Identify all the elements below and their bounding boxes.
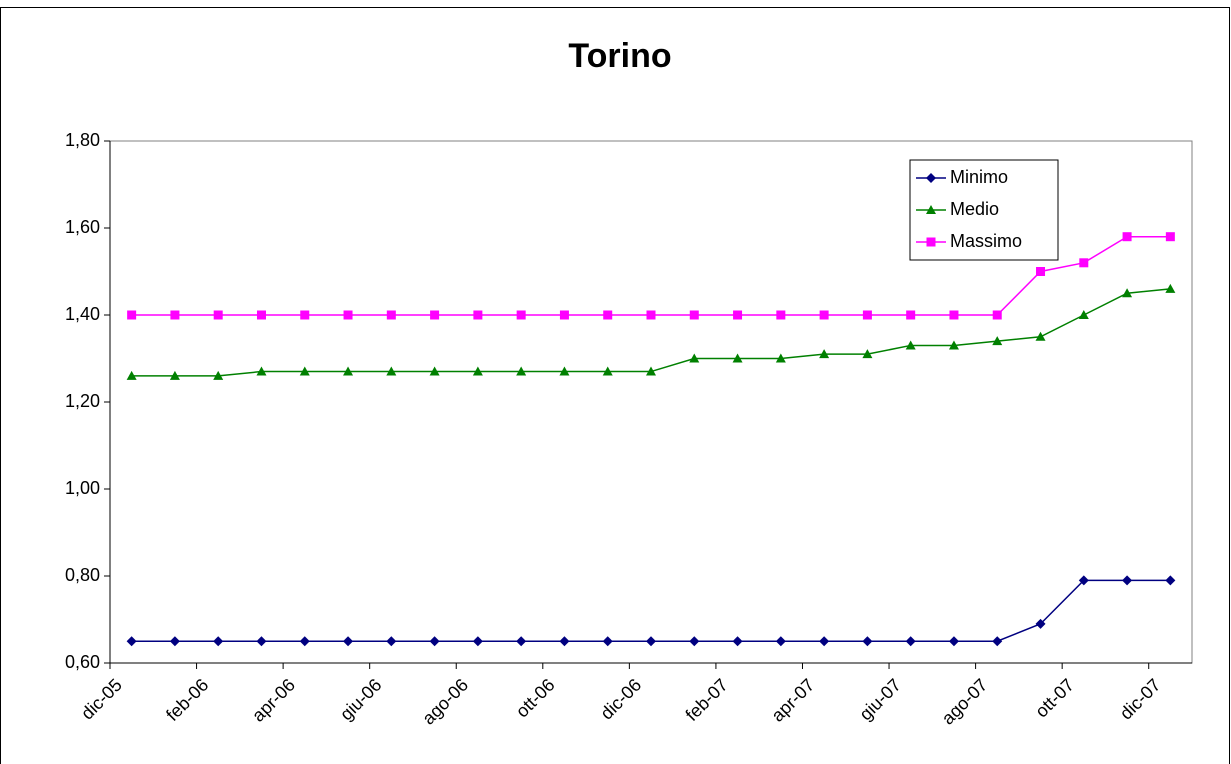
data-point [646, 366, 656, 376]
data-point [169, 370, 180, 380]
data-point [948, 340, 959, 350]
data-point [689, 636, 700, 647]
y-tick-label: 1,20 [65, 391, 100, 411]
data-point [992, 636, 1003, 647]
data-point [1165, 283, 1176, 293]
data-point [646, 310, 656, 320]
data-point [213, 310, 223, 320]
y-tick-label: 1,00 [65, 478, 100, 498]
data-point [819, 349, 830, 359]
data-point [516, 636, 527, 647]
data-point [602, 366, 613, 376]
data-point [300, 310, 310, 320]
data-point [1122, 575, 1133, 586]
data-point [170, 310, 180, 320]
data-point [256, 310, 266, 320]
data-point [1165, 575, 1176, 586]
legend-label: Minimo [950, 167, 1008, 187]
data-point [948, 636, 959, 647]
data-point [775, 636, 786, 647]
data-point [472, 366, 483, 376]
data-point [126, 370, 137, 380]
y-tick-label: 1,80 [65, 130, 100, 150]
data-point [1165, 232, 1175, 242]
data-point [906, 310, 916, 320]
data-point [776, 310, 786, 320]
data-point [732, 353, 743, 363]
data-point [256, 366, 267, 376]
data-point [343, 366, 354, 376]
data-point [732, 636, 743, 647]
data-point [733, 310, 743, 320]
data-point [1122, 232, 1132, 242]
data-point [1036, 267, 1046, 276]
data-point [689, 353, 700, 363]
data-point [1078, 310, 1089, 319]
legend-marker [926, 205, 936, 214]
data-point [559, 366, 570, 376]
data-point [949, 310, 959, 320]
data-point [1122, 288, 1133, 298]
y-tick-label: 1,40 [65, 304, 100, 324]
data-point [299, 636, 310, 647]
data-point [559, 636, 570, 647]
data-point [126, 636, 137, 647]
data-point [386, 310, 396, 320]
data-point [299, 366, 310, 376]
data-point [862, 349, 873, 359]
data-point [689, 310, 699, 320]
data-point [603, 310, 613, 320]
data-point [256, 636, 267, 647]
chart-title: Torino [568, 37, 671, 75]
data-point [775, 353, 786, 363]
data-point [343, 636, 354, 647]
data-point [1035, 618, 1046, 629]
data-point [819, 636, 830, 647]
data-point [905, 340, 916, 350]
data-point [169, 636, 180, 647]
y-tick-label: 1,60 [65, 217, 100, 237]
legend-label: Massimo [950, 231, 1022, 251]
data-point [602, 636, 613, 647]
data-point [386, 636, 397, 647]
data-point [862, 310, 872, 320]
data-point [473, 310, 483, 320]
legend-label: Medio [950, 199, 999, 219]
data-point [343, 310, 353, 320]
legend-marker [926, 237, 936, 247]
data-point [819, 310, 829, 320]
data-point [472, 636, 483, 647]
data-point [905, 636, 916, 647]
y-tick-label: 0,60 [65, 652, 100, 672]
data-point [992, 336, 1003, 346]
data-point [646, 636, 656, 647]
data-point [862, 636, 873, 647]
data-point [127, 310, 137, 320]
data-point [429, 636, 440, 647]
legend-marker [926, 173, 936, 183]
data-point [213, 636, 224, 647]
data-point [1079, 258, 1089, 268]
data-point [386, 366, 397, 376]
data-point [1078, 575, 1089, 586]
y-tick-label: 0,80 [65, 565, 100, 585]
data-point [516, 366, 527, 376]
data-point [992, 310, 1002, 320]
data-point [559, 310, 569, 320]
data-point [516, 310, 526, 320]
data-point [213, 370, 224, 380]
data-point [430, 310, 440, 320]
data-point [1035, 331, 1046, 341]
data-point [429, 366, 440, 376]
